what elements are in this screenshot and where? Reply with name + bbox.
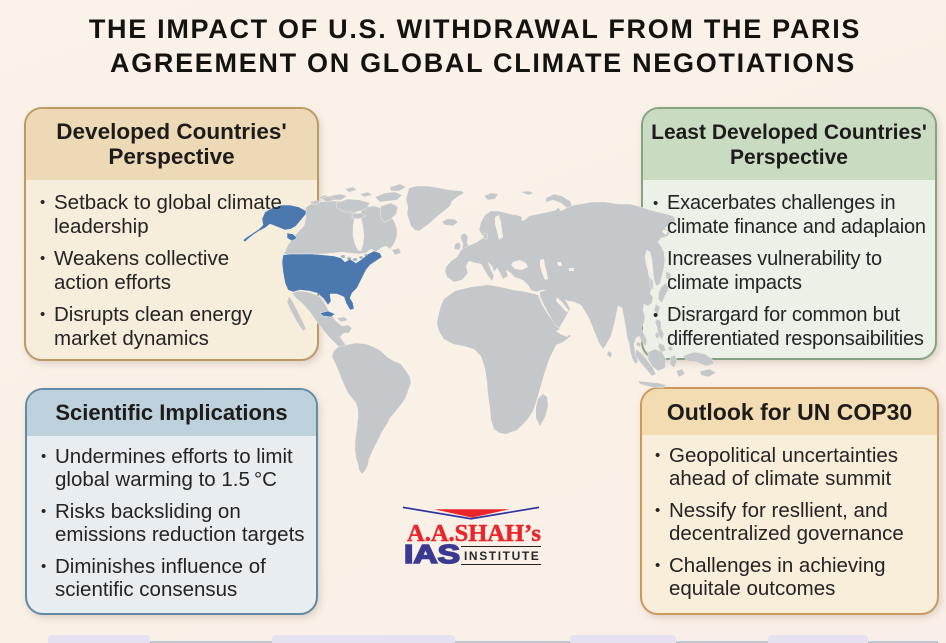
svg-text:IAS: IAS	[404, 539, 460, 567]
